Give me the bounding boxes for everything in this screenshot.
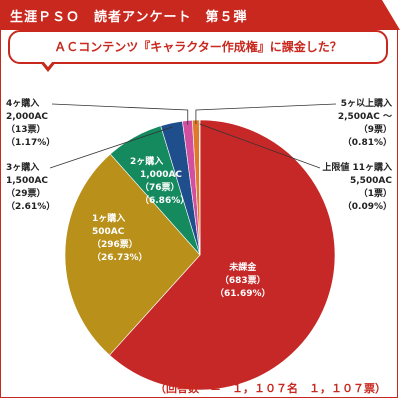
label-slice-4-price: 2,000AC — [6, 112, 49, 122]
label-slice-5: 5ヶ以上購入 2,500AC ～ （9票） （0.81%） — [338, 98, 392, 150]
label-slice-5-price: 2,500AC ～ — [337, 112, 392, 122]
label-slice-4: 4ヶ購入 2,000AC （13票） （1.17%） — [6, 98, 55, 150]
label-slice-4-votes: （13票） — [6, 125, 46, 135]
label-slice-1-name: 1ヶ購入 — [92, 214, 126, 224]
label-slice-5-votes: （9票） — [358, 125, 392, 135]
pie-slice-6 — [198, 119, 201, 256]
label-slice-6-votes: （1票） — [358, 189, 392, 199]
label-slice-0-percent: （61.69%） — [215, 289, 271, 299]
label-slice-1-percent: （26.73%） — [92, 253, 148, 263]
response-count: （回答数 ＝ １，１０７名 １，１０７票） — [155, 382, 386, 395]
label-slice-6-percent: （0.09%） — [342, 202, 392, 212]
label-slice-5-name: 5ヶ以上購入 — [340, 99, 392, 109]
label-slice-2-name: 2ヶ購入 — [130, 157, 164, 167]
label-slice-1-price: 500AC — [92, 227, 125, 237]
label-slice-2-percent: （6.86%） — [140, 196, 190, 206]
label-slice-5-percent: （0.81%） — [342, 138, 392, 148]
bubble-tail-inner — [43, 61, 53, 67]
label-slice-6: 上限値 11ヶ購入 5,500AC （1票） （0.09%） — [322, 162, 392, 214]
label-slice-3: 3ヶ購入 1,500AC （29票） （2.61%） — [6, 162, 55, 214]
leader-line-5 — [195, 103, 337, 125]
label-slice-1-votes: （296票） — [92, 240, 138, 250]
header-title: 生涯ＰＳＯ 読者アンケート 第５弾 — [10, 10, 248, 25]
label-slice-3-percent: （2.61%） — [6, 202, 56, 212]
label-slice-2-votes: （76票） — [140, 183, 180, 193]
label-slice-3-price: 1,500AC — [6, 176, 49, 186]
pie-slice-0 — [109, 119, 336, 391]
label-slice-6-name: 上限値 11ヶ購入 — [322, 163, 392, 173]
label-slice-3-votes: （29票） — [6, 189, 46, 199]
label-slice-0-votes: （683票） — [219, 276, 266, 286]
leader-line-3 — [49, 126, 173, 169]
question-bubble: ＡＣコンテンツ『キャラクター作成権』に課金した？ — [8, 30, 388, 64]
label-slice-0-name: 未課金 — [229, 263, 257, 273]
bubble-tail — [40, 62, 56, 72]
label-slice-2-price: 1,000AC — [140, 170, 183, 180]
leader-line-4 — [51, 103, 189, 125]
pie-slice-1 — [64, 153, 201, 356]
label-slice-1: 1ヶ購入 500AC （296票） （26.73%） — [92, 213, 148, 265]
label-slice-2: 2ヶ購入 1,000AC （76票） （6.86%） — [130, 156, 189, 208]
label-slice-3-name: 3ヶ購入 — [6, 163, 40, 173]
header-bar: 生涯ＰＳＯ 読者アンケート 第５弾 — [0, 0, 400, 30]
header-corner — [382, 0, 400, 30]
leader-line-6 — [199, 123, 321, 169]
label-slice-4-percent: （1.17%） — [6, 138, 56, 148]
label-slice-4-name: 4ヶ購入 — [6, 99, 40, 109]
question-text: ＡＣコンテンツ『キャラクター作成権』に課金した？ — [54, 40, 342, 54]
label-slice-0: 未課金 （683票） （61.69%） — [215, 262, 271, 301]
label-slice-6-price: 5,500AC — [349, 176, 392, 186]
